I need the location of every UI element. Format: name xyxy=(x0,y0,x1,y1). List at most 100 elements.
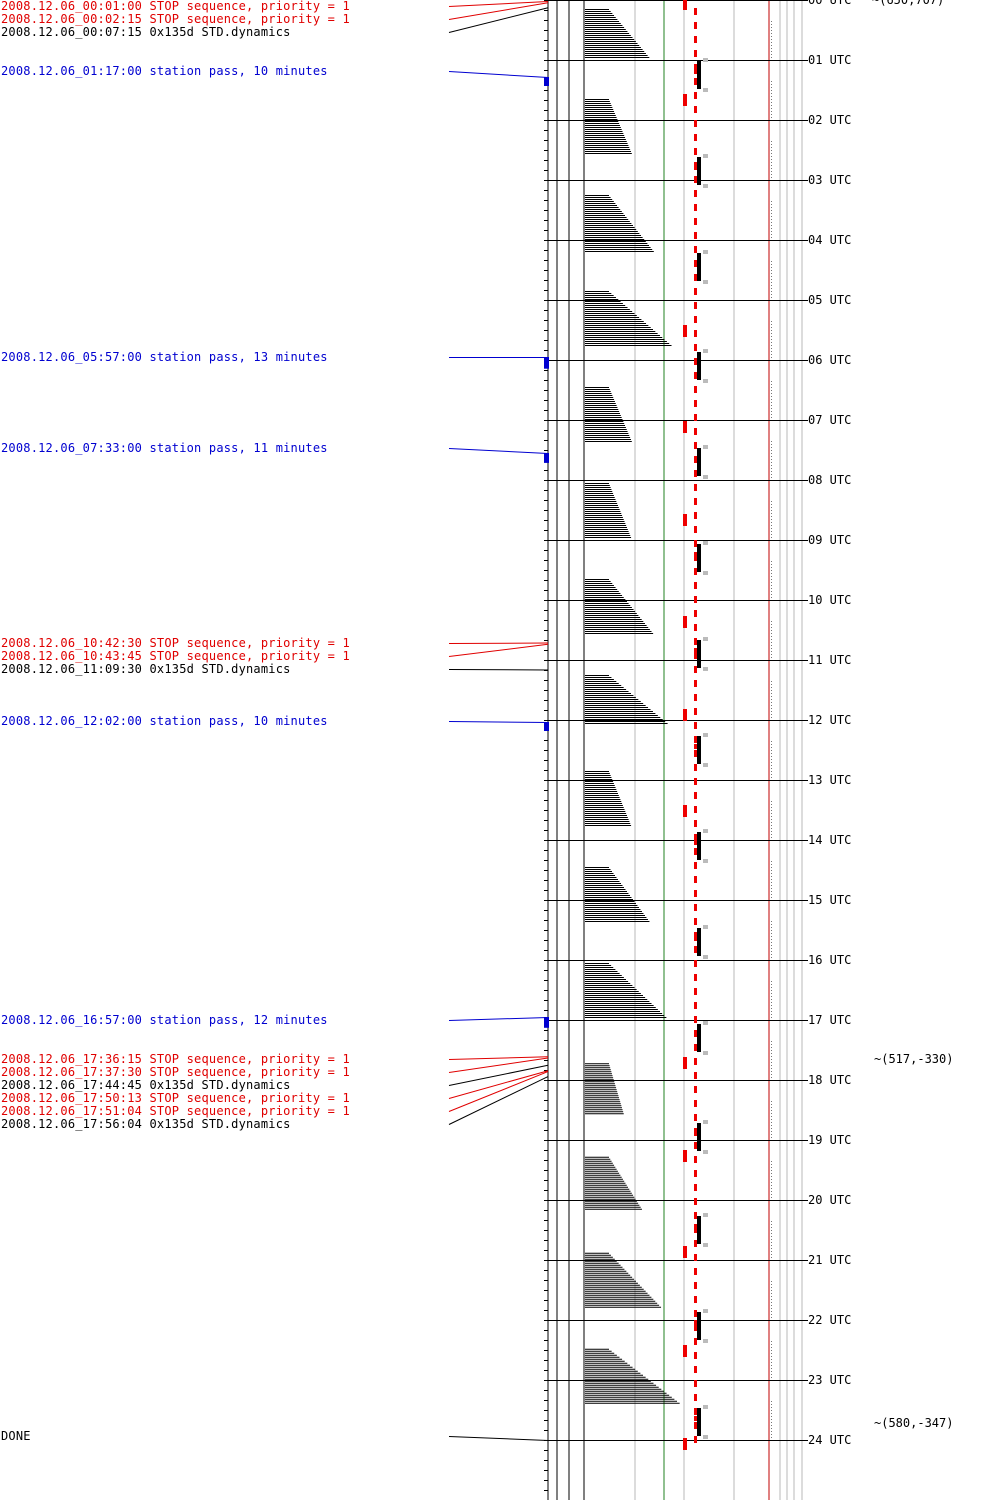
hour-label-17: 17 UTC xyxy=(808,1013,852,1027)
dotted-trace xyxy=(771,210,772,211)
dotted-trace xyxy=(771,264,772,265)
dotted-trace xyxy=(771,585,772,586)
dyn-tick-2 xyxy=(703,280,708,284)
schedule-dash xyxy=(694,918,697,925)
dotted-trace xyxy=(771,507,772,508)
dotted-trace xyxy=(771,111,772,112)
dotted-trace xyxy=(771,270,772,271)
dotted-trace xyxy=(771,522,772,523)
schedule-dash xyxy=(694,400,697,407)
dotted-trace xyxy=(771,321,772,322)
dotted-trace xyxy=(771,873,772,874)
dotted-trace xyxy=(771,648,772,649)
dotted-trace xyxy=(771,765,772,766)
schedule-dash xyxy=(694,1002,697,1009)
dotted-trace xyxy=(771,465,772,466)
dyn-tick-3 xyxy=(703,379,708,383)
dotted-trace xyxy=(771,939,772,940)
dotted-trace xyxy=(771,1104,772,1105)
event-connector-2 xyxy=(448,7,549,33)
dotted-trace xyxy=(771,1110,772,1111)
hour-label-19: 19 UTC xyxy=(808,1133,852,1147)
dotted-trace xyxy=(771,1314,772,1315)
dotted-trace xyxy=(771,1134,772,1135)
dyn-tick-0 xyxy=(703,58,708,62)
dotted-trace xyxy=(771,954,772,955)
dotted-trace xyxy=(771,561,772,562)
dotted-trace xyxy=(771,477,772,478)
dotted-trace xyxy=(771,87,772,88)
hour-label-8: 08 UTC xyxy=(808,473,852,487)
schedule-dash xyxy=(694,274,697,281)
dotted-trace xyxy=(771,1161,772,1162)
dotted-trace xyxy=(771,1422,772,1423)
dyn-marker-4 xyxy=(697,448,701,476)
dotted-trace xyxy=(771,1311,772,1312)
dotted-trace xyxy=(771,1347,772,1348)
event-connector-17 xyxy=(448,1436,549,1441)
schedule-dash xyxy=(694,862,697,869)
dotted-trace xyxy=(771,813,772,814)
dotted-trace xyxy=(771,876,772,877)
dotted-trace xyxy=(771,1344,772,1345)
schedule-dash xyxy=(694,834,697,841)
dotted-trace xyxy=(771,816,772,817)
dotted-trace xyxy=(771,861,772,862)
event-connector-9 xyxy=(448,721,549,723)
dotted-trace xyxy=(771,1128,772,1129)
dyn-tick-12 xyxy=(703,1213,708,1217)
schedule-dash xyxy=(694,1114,697,1121)
dyn-tick-4 xyxy=(703,475,708,479)
schedule-dash xyxy=(694,806,697,813)
dotted-trace xyxy=(771,1290,772,1291)
dotted-trace xyxy=(771,267,772,268)
dotted-trace xyxy=(771,936,772,937)
schedule-dash xyxy=(694,890,697,897)
dotted-trace xyxy=(771,1437,772,1438)
dotted-trace xyxy=(771,501,772,502)
dotted-trace xyxy=(771,48,772,49)
dotted-trace xyxy=(771,96,772,97)
dotted-trace xyxy=(771,1116,772,1117)
dotted-trace xyxy=(771,510,772,511)
dotted-trace xyxy=(771,228,772,229)
dotted-trace xyxy=(771,1176,772,1177)
pass-marker-9 xyxy=(544,722,549,731)
dotted-trace xyxy=(771,1122,772,1123)
dotted-trace xyxy=(771,162,772,163)
dotted-trace xyxy=(771,222,772,223)
hour-label-13: 13 UTC xyxy=(808,773,852,787)
dotted-trace xyxy=(771,141,772,142)
event-connector-0 xyxy=(448,1,549,7)
dotted-trace xyxy=(771,981,772,982)
dyn-red-12 xyxy=(694,1224,697,1229)
dotted-trace xyxy=(771,27,772,28)
dotted-trace xyxy=(771,213,772,214)
schedule-dash xyxy=(694,582,697,589)
dotted-trace xyxy=(771,1416,772,1417)
hour-label-14: 14 UTC xyxy=(808,833,852,847)
schedule-dash xyxy=(694,1226,697,1233)
schedule-dash xyxy=(694,344,697,351)
dotted-trace xyxy=(771,456,772,457)
dotted-trace xyxy=(771,945,772,946)
dotted-trace xyxy=(771,513,772,514)
dotted-trace xyxy=(771,417,772,418)
dotted-trace xyxy=(771,528,772,529)
dotted-trace xyxy=(771,150,772,151)
dotted-trace xyxy=(771,36,772,37)
dotted-trace xyxy=(771,1107,772,1108)
dotted-trace xyxy=(771,1164,772,1165)
dotted-trace xyxy=(771,102,772,103)
dotted-trace xyxy=(771,21,772,22)
dotted-trace xyxy=(771,1185,772,1186)
dotted-trace xyxy=(771,168,772,169)
stop-marker-8 xyxy=(683,1057,687,1069)
event-pass-10: 2008.12.06_16:57:00 station pass, 12 min… xyxy=(1,1013,328,1027)
dotted-trace xyxy=(771,1287,772,1288)
dotted-trace xyxy=(771,633,772,634)
dotted-trace xyxy=(771,399,772,400)
dotted-trace xyxy=(771,336,772,337)
dotted-trace xyxy=(771,408,772,409)
